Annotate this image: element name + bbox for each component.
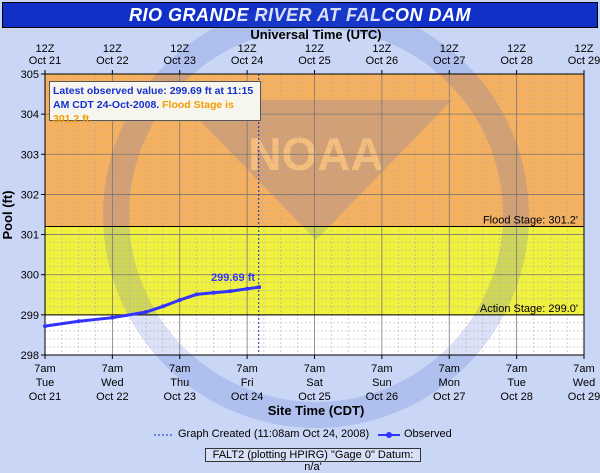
legend-graph-created: Graph Created (11:08am Oct 24, 2008) (178, 428, 370, 440)
bottom-tick-time: 7am (506, 363, 527, 375)
y-tick-label: 298 (21, 350, 39, 362)
y-tick-label: 299 (21, 310, 39, 322)
bottom-tick-date: Oct 23 (164, 391, 196, 403)
bottom-tick-time: 7am (304, 363, 325, 375)
bottom-tick-date: Oct 22 (96, 391, 128, 403)
bottom-tick-date: Oct 24 (231, 391, 263, 403)
y-tick-label: 304 (21, 109, 39, 121)
bottom-tick-time: 7am (439, 363, 460, 375)
legend-observed: Observed (404, 428, 452, 440)
gage-info-footer: FALT2 (plotting HPIRG) "Gage 0" Datum: n… (205, 448, 421, 473)
observed-point (194, 292, 199, 297)
latest-value-text: Latest observed value: 299.69 ft at 11:1… (53, 85, 254, 111)
top-tick-date: Oct 28 (500, 55, 532, 67)
top-tick-hour: 12Z (170, 43, 189, 55)
observed-point (144, 310, 149, 315)
top-tick-date: Oct 25 (298, 55, 330, 67)
top-tick-date: Oct 27 (433, 55, 465, 67)
bottom-tick-time: 7am (371, 363, 392, 375)
y-axis-title: Pool (ft) (0, 190, 15, 239)
flood-stage-label: Flood Stage: 301.2' (483, 215, 578, 227)
top-tick-hour: 12Z (238, 43, 257, 55)
observed-point (228, 289, 233, 294)
chart-legend: Graph Created (11:08am Oct 24, 2008) Obs… (150, 428, 480, 442)
watermark-gull (180, 100, 452, 240)
top-tick-date: Oct 22 (96, 55, 128, 67)
observed-point (160, 304, 165, 309)
bottom-tick-date: Oct 27 (433, 391, 465, 403)
top-tick-hour: 12Z (36, 43, 55, 55)
top-tick-date: Oct 26 (366, 55, 398, 67)
bottom-tick-date: Oct 28 (500, 391, 532, 403)
bottom-axis-title: Site Time (CDT) (268, 403, 365, 418)
y-tick-label: 305 (21, 69, 39, 81)
y-tick-label: 302 (21, 189, 39, 201)
observed-point (43, 324, 47, 329)
bottom-tick-date: Oct 29 (568, 391, 600, 403)
top-tick-hour: 12Z (103, 43, 122, 55)
top-tick-hour: 12Z (372, 43, 391, 55)
bottom-tick-time: 7am (102, 363, 123, 375)
flood-stage-note: Flood Stage is 301.2 ft. (53, 99, 234, 125)
observed-marker-swatch (386, 432, 392, 438)
watermark-ring (103, 2, 529, 428)
y-tick-label: 300 (21, 270, 39, 282)
bottom-tick-time: 7am (573, 363, 594, 375)
y-tick-label: 301 (21, 230, 39, 242)
latest-value-annotation: Latest observed value: 299.69 ft at 11:1… (49, 81, 261, 125)
last-value-label: 299.69 ft (211, 272, 255, 284)
bottom-tick-date: Oct 26 (366, 391, 398, 403)
observed-point (245, 286, 250, 291)
chart-title: RIO GRANDE RIVER AT FALCON DAM (2, 2, 598, 28)
top-tick-hour: 12Z (305, 43, 324, 55)
bottom-tick-day: Wed (573, 377, 595, 389)
bottom-tick-date: Oct 25 (298, 391, 330, 403)
top-tick-hour: 12Z (507, 43, 526, 55)
y-tick-label: 303 (21, 149, 39, 161)
bottom-tick-day: Wed (101, 377, 123, 389)
top-tick-date: Oct 24 (231, 55, 263, 67)
action-stage-label: Action Stage: 299.0' (480, 303, 578, 315)
noaa-watermark: NOAA (103, 2, 529, 428)
top-tick-hour: 12Z (575, 43, 594, 55)
bottom-tick-time: 7am (236, 363, 257, 375)
bottom-tick-day: Thu (170, 377, 189, 389)
top-tick-hour: 12Z (440, 43, 459, 55)
top-tick-date: Oct 21 (29, 55, 61, 67)
bottom-tick-day: Sun (372, 377, 392, 389)
top-axis-title: Universal Time (UTC) (250, 27, 381, 42)
observed-point (211, 290, 216, 295)
observed-point (110, 315, 115, 320)
bottom-tick-date: Oct 21 (29, 391, 61, 403)
observed-point (177, 298, 182, 303)
observed-point (257, 285, 262, 290)
bottom-tick-day: Tue (507, 377, 526, 389)
bottom-tick-day: Tue (36, 377, 55, 389)
bottom-tick-day: Sat (306, 377, 323, 389)
bottom-tick-time: 7am (34, 363, 55, 375)
top-tick-date: Oct 23 (164, 55, 196, 67)
bottom-tick-time: 7am (169, 363, 190, 375)
observed-point (76, 319, 81, 324)
bottom-tick-day: Mon (439, 377, 460, 389)
bottom-tick-day: Fri (241, 377, 254, 389)
top-tick-date: Oct 29 (568, 55, 600, 67)
